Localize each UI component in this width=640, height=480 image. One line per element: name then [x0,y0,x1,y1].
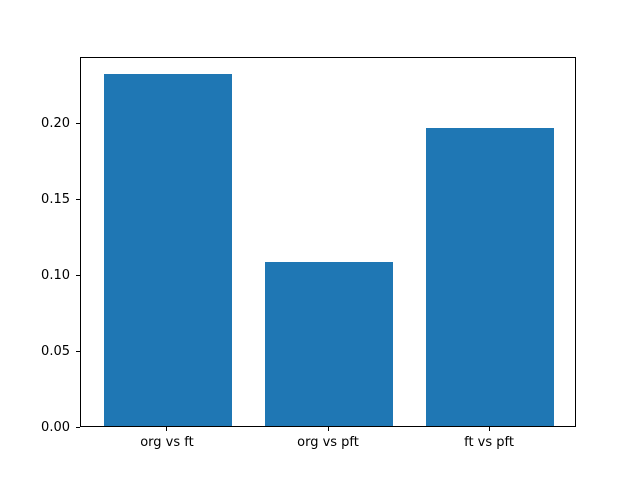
x-tick-mark [488,427,490,431]
y-tick-label: 0.20 [41,115,70,131]
bar-org-vs-ft [103,73,233,426]
y-tick-mark [76,274,80,276]
y-tick-label: 0.00 [41,419,70,435]
y-tick-mark [76,198,80,200]
y-tick-label: 0.15 [41,191,70,207]
x-tick-mark [327,427,329,431]
y-tick-mark [76,426,80,428]
x-tick-label: org vs pft [297,435,359,450]
bar-ft-vs-pft [425,128,555,426]
plot-area [80,57,576,427]
y-tick-mark [76,350,80,352]
x-tick-label: org vs ft [140,435,194,450]
y-tick-mark [76,122,80,124]
bar-org-vs-pft [264,261,394,426]
x-tick-mark [166,427,168,431]
x-tick-label: ft vs pft [464,435,514,450]
y-tick-label: 0.05 [41,343,70,359]
y-tick-label: 0.10 [41,267,70,283]
